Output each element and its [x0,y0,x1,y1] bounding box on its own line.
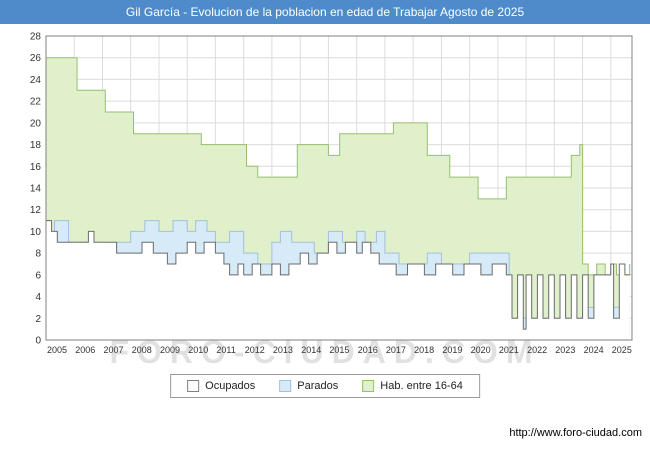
svg-text:2006: 2006 [75,345,95,355]
svg-text:2025: 2025 [612,345,632,355]
x-axis-labels: 2005 2006 2007 2008 2009 2010 2011 2012 2013 2014… [47,345,632,355]
chart-title: Gil García - Evolucion de la poblacion e… [125,5,525,19]
svg-text:2005: 2005 [47,345,67,355]
svg-text:2012: 2012 [245,345,265,355]
svg-text:6: 6 [35,270,41,281]
svg-text:4: 4 [35,292,41,303]
svg-text:2: 2 [35,314,41,325]
footer-url[interactable]: http://www.foro-ciudad.com [509,427,642,439]
svg-text:28: 28 [30,32,42,43]
svg-text:10: 10 [30,227,42,238]
svg-text:0: 0 [35,336,41,347]
svg-text:2008: 2008 [132,345,152,355]
legend: Ocupados Parados Hab. entre 16-64 [170,374,480,398]
legend-label-ocupados: Ocupados [205,380,256,392]
legend-label-hab: Hab. entre 16-64 [380,380,463,392]
svg-text:26: 26 [30,53,42,64]
svg-text:2015: 2015 [329,345,349,355]
legend-swatch-1 [279,380,292,392]
svg-text:2013: 2013 [273,345,293,355]
svg-text:2020: 2020 [471,345,491,355]
svg-text:2021: 2021 [499,345,519,355]
svg-text:2023: 2023 [555,345,575,355]
series-ocupados-area [46,220,630,340]
legend-label-parados: Parados [297,380,339,392]
legend-item-hab: Hab. entre 16-64 [362,380,463,392]
svg-text:2019: 2019 [442,345,462,355]
plot-border [45,35,633,341]
title-bar: Gil García - Evolucion de la poblacion e… [0,0,650,24]
legend-item-ocupados: Ocupados [187,380,255,392]
legend-swatch-2 [362,380,375,392]
series-ocupados-line [46,220,630,330]
svg-text:2018: 2018 [414,345,434,355]
svg-text:8: 8 [35,249,41,260]
svg-text:12: 12 [30,205,42,216]
legend-swatch-0 [187,380,200,392]
svg-text:2011: 2011 [216,345,235,355]
svg-text:2010: 2010 [188,345,208,355]
svg-text:22: 22 [30,97,42,108]
legend-item-parados: Parados [279,380,338,392]
svg-text:2009: 2009 [160,345,180,355]
svg-text:20: 20 [30,118,42,129]
svg-text:2016: 2016 [358,345,378,355]
svg-text:16: 16 [30,162,42,173]
series-hab-entre-16-64-line [46,57,631,276]
svg-text:2022: 2022 [527,345,547,355]
svg-text:14: 14 [30,184,42,195]
svg-text:2014: 2014 [301,345,321,355]
svg-text:24: 24 [30,75,42,86]
svg-text:18: 18 [30,140,42,151]
svg-text:2007: 2007 [104,345,124,355]
svg-text:2024: 2024 [584,345,604,355]
svg-text:2017: 2017 [386,345,406,355]
